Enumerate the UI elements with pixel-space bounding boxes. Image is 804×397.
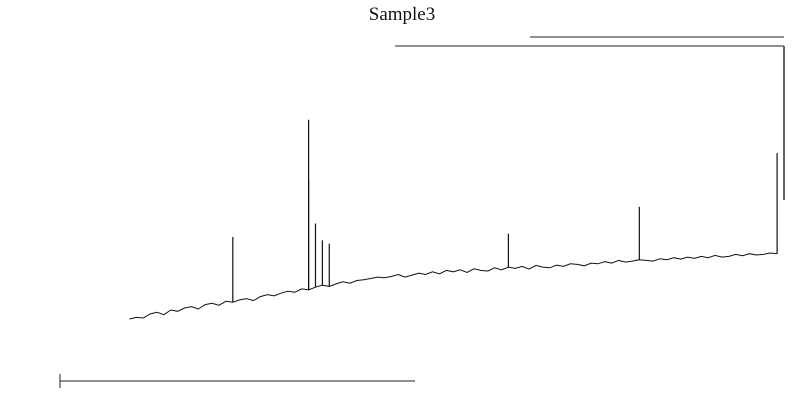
frame-lines <box>59 36 785 388</box>
series-layer <box>129 252 778 320</box>
series-line-0 <box>129 252 778 320</box>
chart-title: Sample3 <box>368 4 436 25</box>
spike-layer <box>232 119 778 303</box>
